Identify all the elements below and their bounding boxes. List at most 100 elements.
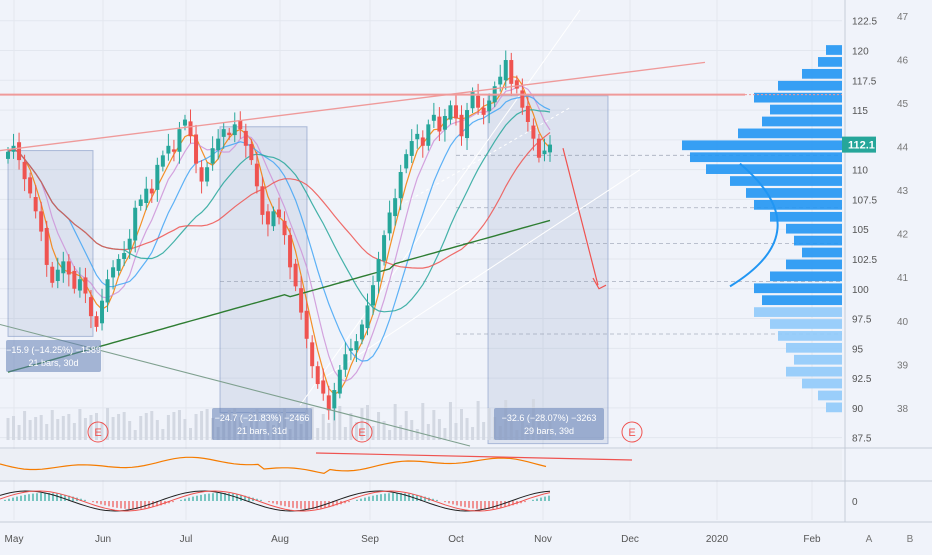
candle-body[interactable] [111,267,115,277]
auto-scale-button[interactable]: A [866,534,873,545]
candle-body[interactable] [150,189,154,194]
candle-body[interactable] [548,145,552,153]
candle-body[interactable] [200,167,204,181]
candle-body[interactable] [520,90,524,107]
candle-body[interactable] [448,105,452,119]
candle-body[interactable] [23,162,27,179]
candle-body[interactable] [349,348,353,350]
candle-body[interactable] [509,60,513,84]
candle-body[interactable] [454,105,458,118]
candle-body[interactable] [172,149,176,151]
candle-body[interactable] [321,380,325,393]
candle-body[interactable] [266,211,270,224]
candle-body[interactable] [211,148,215,163]
candle-body[interactable] [432,115,436,121]
candle-body[interactable] [94,316,98,327]
candle-body[interactable] [371,285,375,305]
candle-body[interactable] [72,271,76,289]
candle-body[interactable] [443,116,447,130]
candle-body[interactable] [316,366,320,384]
candle-body[interactable] [216,139,220,150]
candle-body[interactable] [144,189,148,203]
candle-body[interactable] [465,110,469,138]
candle-body[interactable] [526,106,530,122]
candle-body[interactable] [542,151,546,155]
candle-body[interactable] [393,198,397,216]
candle-body[interactable] [343,354,347,369]
candle-body[interactable] [421,137,425,145]
candle-body[interactable] [531,126,535,139]
candle-body[interactable] [537,139,541,158]
candle-body[interactable] [106,279,110,302]
candle-body[interactable] [460,115,464,136]
candle-body[interactable] [227,133,231,135]
candle-body[interactable] [399,172,403,198]
candle-body[interactable] [388,213,392,234]
candle-body[interactable] [244,131,248,146]
candle-body[interactable] [482,108,486,115]
candle-body[interactable] [166,146,170,154]
candle-body[interactable] [299,288,303,312]
candle-body[interactable] [67,261,71,274]
candle-body[interactable] [260,186,264,215]
candle-body[interactable] [61,261,65,273]
candle-body[interactable] [365,305,369,328]
candle-body[interactable] [117,259,121,271]
candle-body[interactable] [255,164,259,187]
candle-body[interactable] [283,221,287,235]
candle-body[interactable] [377,259,381,282]
log-scale-button[interactable]: B [907,534,914,545]
candle-body[interactable] [6,152,10,159]
candle-body[interactable] [476,96,480,108]
candle-body[interactable] [17,142,21,160]
candle-body[interactable] [34,197,38,211]
candle-body[interactable] [28,177,32,193]
candle-body[interactable] [249,144,253,160]
candle-body[interactable] [310,342,314,366]
candle-body[interactable] [515,80,519,88]
candle-body[interactable] [205,167,209,181]
candle-body[interactable] [305,311,309,339]
candle-body[interactable] [83,277,87,293]
candle-body[interactable] [487,101,491,112]
candle-body[interactable] [183,120,187,126]
candle-body[interactable] [128,239,132,250]
candle-body[interactable] [122,253,126,259]
candle-body[interactable] [222,129,226,137]
candle-body[interactable] [177,129,181,152]
candle-body[interactable] [271,211,275,226]
candle-body[interactable] [410,141,414,156]
candle-body[interactable] [415,134,419,139]
candle-body[interactable] [139,199,143,206]
candle-body[interactable] [194,134,198,163]
candle-body[interactable] [404,154,408,168]
candle-body[interactable] [56,270,60,281]
candle-body[interactable] [354,341,358,350]
candle-body[interactable] [50,267,54,283]
candle-body[interactable] [89,297,93,316]
candle-body[interactable] [100,301,104,324]
candle-body[interactable] [426,124,430,145]
candle-body[interactable] [332,390,336,408]
candle-body[interactable] [133,208,137,241]
price-axes[interactable]: 87.59092.59597.5100102.5105107.5110112.5… [842,12,909,445]
candle-body[interactable] [338,370,342,394]
candle-body[interactable] [233,124,237,135]
candle-body[interactable] [277,210,281,218]
candle-body[interactable] [382,235,386,261]
candle-body[interactable] [288,235,292,267]
candle-body[interactable] [238,121,242,129]
candle-body[interactable] [504,60,508,80]
candle-body[interactable] [189,121,193,136]
candle-body[interactable] [155,165,159,190]
candle-body[interactable] [437,117,441,132]
candle-body[interactable] [39,211,43,231]
candle-body[interactable] [294,264,298,287]
candle-body[interactable] [161,155,165,166]
candle-body[interactable] [78,279,82,290]
candle-body[interactable] [45,228,49,265]
